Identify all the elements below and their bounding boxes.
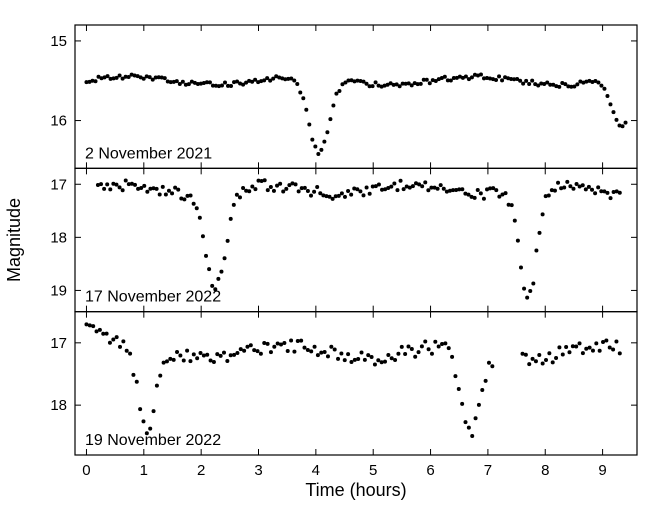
panel-2-points — [84, 322, 621, 438]
panel-0-ytick-15: 15 — [50, 33, 67, 50]
xtick-0: 0 — [82, 462, 90, 479]
panel-2-ytick-17: 17 — [50, 335, 67, 352]
y-axis-label: Magnitude — [4, 198, 24, 282]
xtick-8: 8 — [541, 462, 549, 479]
x-axis-label: Time (hours) — [305, 480, 406, 500]
lightcurve-figure: MagnitudeTime (hours)15162 November 2021… — [0, 0, 657, 510]
panel-1-ytick-19: 19 — [50, 282, 67, 299]
xtick-9: 9 — [598, 462, 606, 479]
chart-svg: MagnitudeTime (hours)15162 November 2021… — [0, 0, 657, 510]
panel-0-ytick-16: 16 — [50, 113, 67, 130]
xtick-5: 5 — [369, 462, 377, 479]
panel-2-label: 19 November 2022 — [85, 432, 221, 449]
panel-1-points — [96, 178, 622, 299]
panel-0-label: 2 November 2021 — [85, 145, 212, 162]
xtick-4: 4 — [312, 462, 320, 479]
panel-2-ytick-18: 18 — [50, 397, 67, 414]
xtick-6: 6 — [426, 462, 434, 479]
xtick-1: 1 — [140, 462, 148, 479]
panel-1-label: 17 November 2022 — [85, 289, 221, 306]
panel-1-ytick-17: 17 — [50, 176, 67, 193]
panel-1-ytick-18: 18 — [50, 229, 67, 246]
xtick-3: 3 — [254, 462, 262, 479]
xtick-2: 2 — [197, 462, 205, 479]
panel-0-points — [84, 73, 627, 156]
xtick-7: 7 — [484, 462, 492, 479]
